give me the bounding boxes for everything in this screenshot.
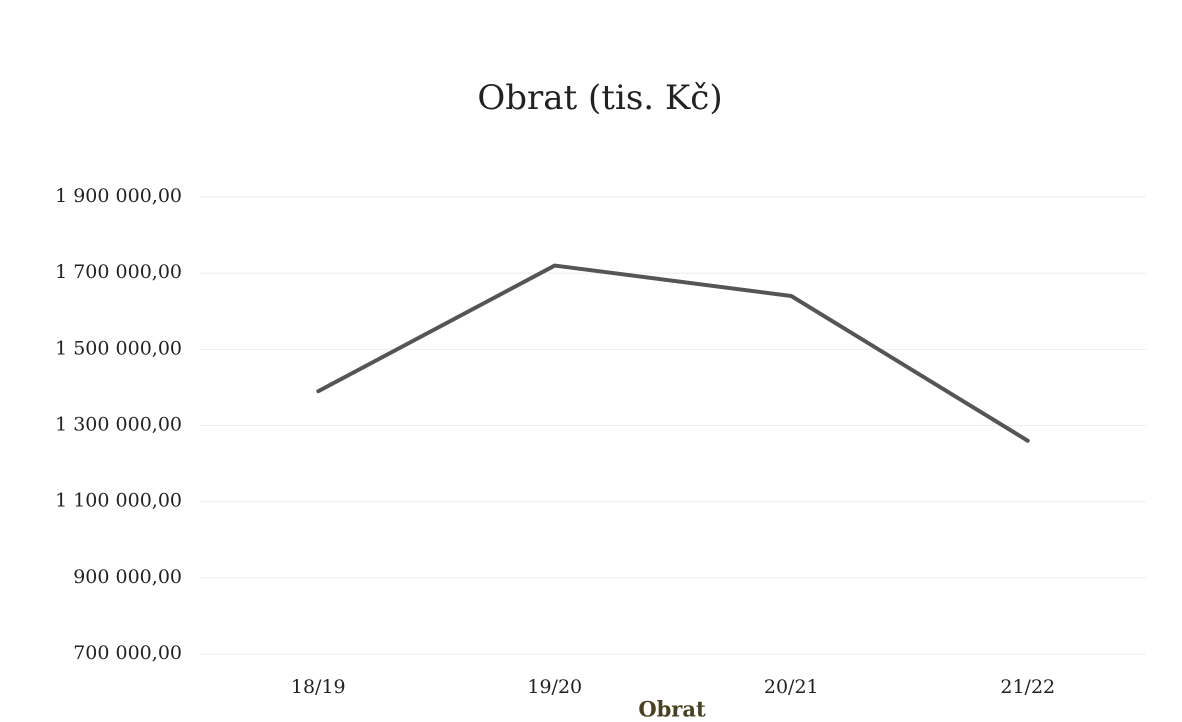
y-tick-label: 1 900 000,00 [55,185,182,207]
x-tick-label: 19/20 [527,676,582,698]
x-tick-label: 20/21 [764,676,819,698]
chart-title: Obrat (tis. Kč) [477,78,722,118]
y-tick-label: 1 500 000,00 [55,337,182,359]
y-tick-label: 1 100 000,00 [55,490,182,512]
y-tick-label: 1 700 000,00 [55,261,182,283]
x-tick-label: 18/19 [291,676,346,698]
y-tick-label: 1 300 000,00 [55,414,182,436]
y-tick-label: 700 000,00 [73,642,182,664]
x-tick-label: 21/22 [1000,676,1055,698]
legend-label: Obrat [638,697,706,722]
y-tick-label: 900 000,00 [73,566,182,588]
line-series [316,263,1030,443]
